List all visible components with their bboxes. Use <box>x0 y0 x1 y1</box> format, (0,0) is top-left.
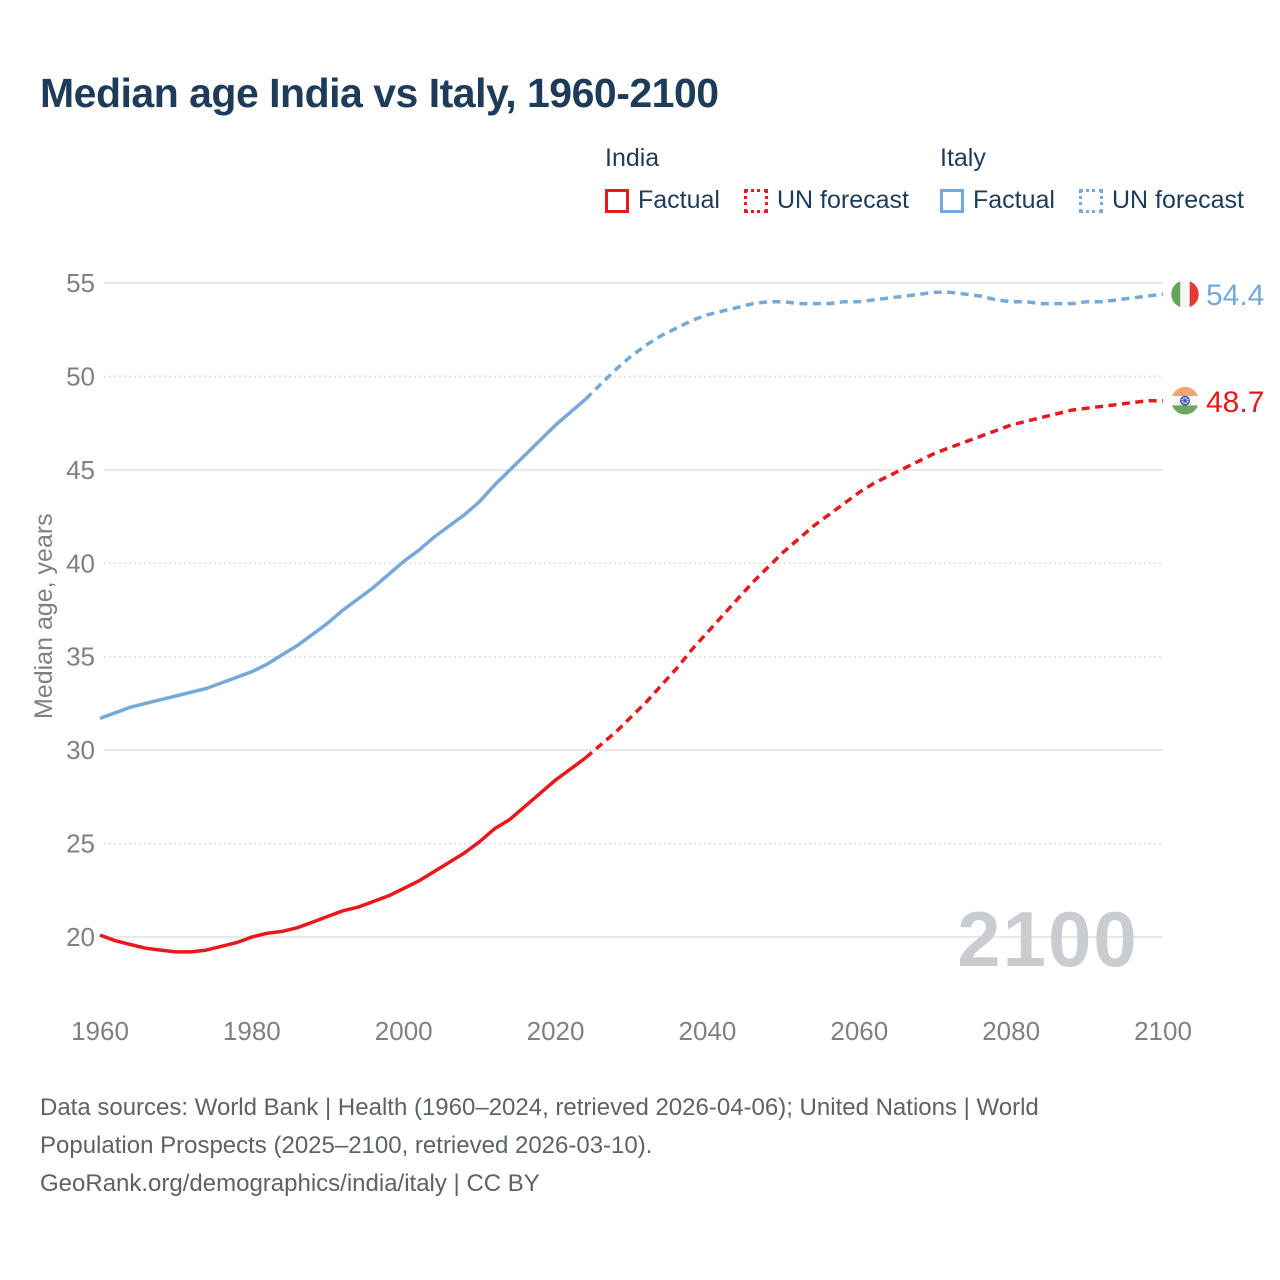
x-tick-2040: 2040 <box>679 1016 737 1046</box>
italy-factual-swatch-icon <box>940 188 964 213</box>
data-sources-note: Data sources: World Bank | Health (1960–… <box>40 1089 1240 1203</box>
watermark-2100: 2100 <box>957 895 1139 983</box>
italy-flag-marker-icon <box>1168 277 1202 311</box>
legend-header-italy: Italy <box>940 144 986 172</box>
y-tick-20: 20 <box>66 922 95 952</box>
legend-item-italy-factual: Factual <box>940 186 1055 215</box>
italy-forecast-swatch-icon <box>1078 188 1103 213</box>
x-tick-2020: 2020 <box>527 1016 585 1046</box>
x-tick-2000: 2000 <box>375 1016 433 1046</box>
india-factual-swatch-icon <box>605 188 629 213</box>
y-tick-45: 45 <box>66 455 95 485</box>
legend-label: Factual <box>638 186 720 214</box>
india-flag-marker-icon <box>1168 384 1202 417</box>
legend-group-india: India Factual UN forecast <box>605 144 909 215</box>
india-un-forecast-line <box>584 398 1163 759</box>
x-tick-2100: 2100 <box>1134 1016 1192 1046</box>
x-tick-2080: 2080 <box>982 1016 1040 1046</box>
y-tick-40: 40 <box>66 548 95 578</box>
x-tick-1980: 1980 <box>223 1016 281 1046</box>
legend-item-india-forecast: UN forecast <box>743 186 909 215</box>
x-tick-2060: 2060 <box>830 1016 888 1046</box>
x-tick-1960: 1960 <box>71 1016 129 1046</box>
italy-end-value-label: 54.4 <box>1206 279 1265 312</box>
legend-item-india-factual: Factual <box>605 186 720 215</box>
line-chart-plot-area: 2100 20 25 30 35 40 45 50 55 1960 1980 2000 2020 2040… <box>66 268 1202 1046</box>
legend-label: UN forecast <box>776 186 909 214</box>
y-tick-25: 25 <box>66 829 95 859</box>
source-line-2: Population Prospects (2025–2100, retriev… <box>40 1132 653 1159</box>
legend-group-italy: Italy Factual UN forecast <box>940 144 1244 215</box>
legend-item-italy-forecast: UN forecast <box>1078 186 1244 215</box>
source-link-line: GeoRank.org/demographics/india/italy | C… <box>40 1170 540 1197</box>
italy-un-forecast-line <box>584 290 1164 401</box>
source-line-1: Data sources: World Bank | Health (1960–… <box>40 1094 1039 1121</box>
india-forecast-swatch-icon <box>743 188 768 213</box>
legend-label: UN forecast <box>1111 186 1244 214</box>
y-tick-50: 50 <box>66 361 95 391</box>
legend-header-india: India <box>605 144 660 172</box>
italy-factual-line <box>99 397 588 721</box>
y-tick-35: 35 <box>66 642 95 672</box>
india-factual-line <box>99 756 587 954</box>
y-tick-30: 30 <box>66 735 95 765</box>
india-end-value-label: 48.7 <box>1206 386 1265 419</box>
chart-title: Median age India vs Italy, 1960-2100 <box>40 70 719 116</box>
legend-label: Factual <box>973 186 1055 214</box>
y-tick-55: 55 <box>66 268 95 298</box>
